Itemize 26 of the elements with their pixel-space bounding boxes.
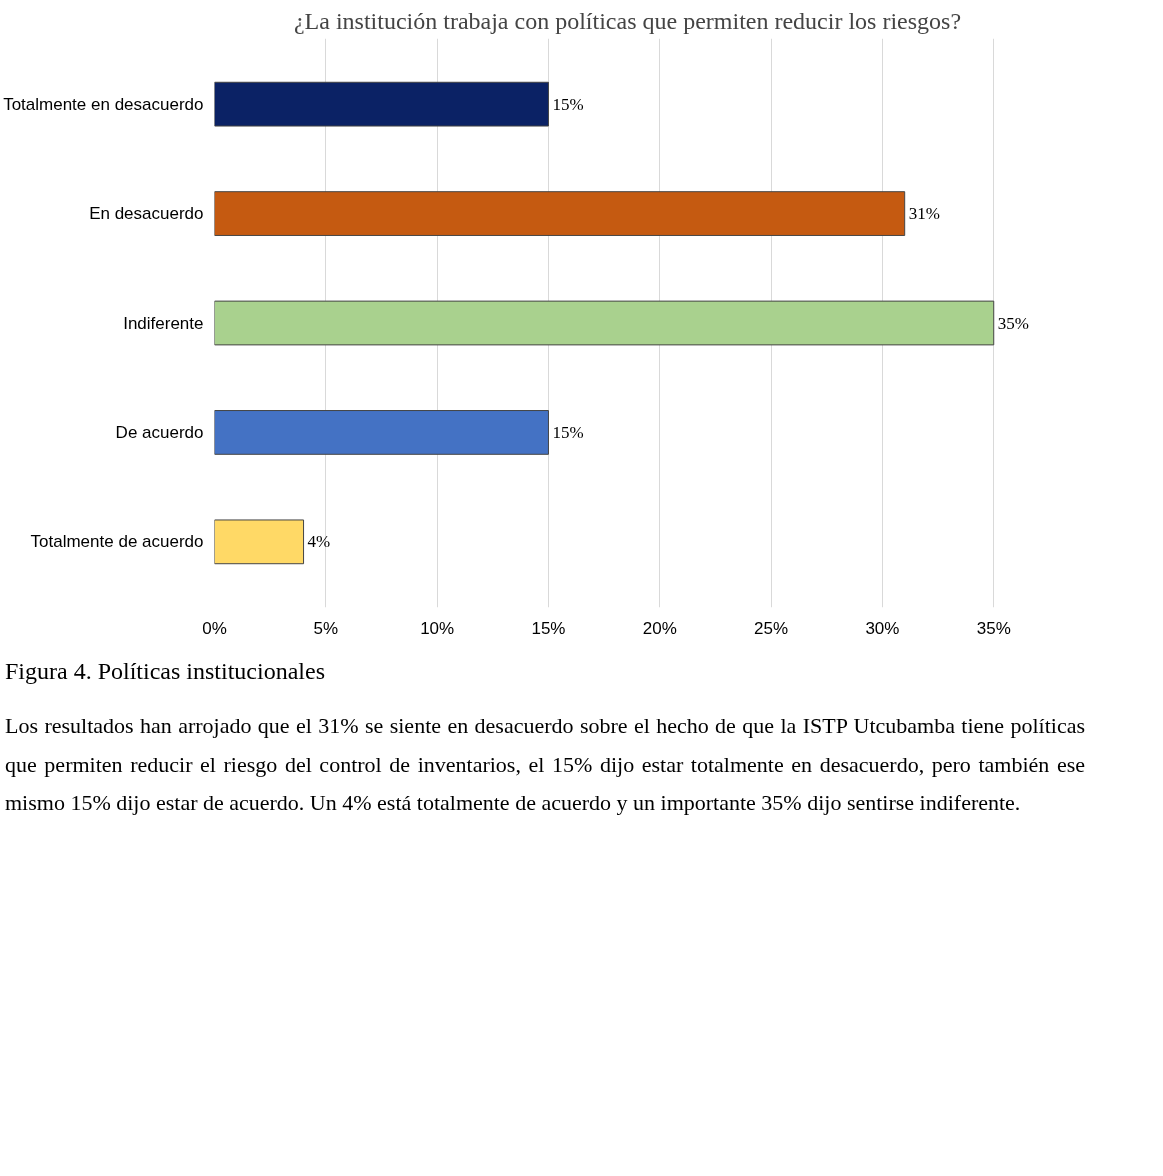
bar: [214, 191, 906, 236]
x-tick-label: 0%: [202, 618, 227, 638]
y-tick-label: Indiferente: [123, 313, 204, 333]
x-tick-label: 20%: [642, 618, 677, 638]
data-label: 15%: [552, 94, 584, 114]
x-tick-label: 35%: [976, 618, 1011, 638]
bar: [214, 300, 995, 346]
text: Figura 4. Políticas institucionales: [5, 657, 325, 686]
x-tick-label: 15%: [531, 618, 566, 638]
data-label: 31%: [908, 204, 940, 224]
data-label: 35%: [997, 313, 1029, 333]
y-tick-label: En desacuerdo: [89, 204, 204, 224]
bar: [214, 410, 549, 455]
y-tick-label: De acuerdo: [115, 422, 204, 442]
data-label: 15%: [552, 422, 584, 442]
data-label: 4%: [307, 532, 331, 552]
y-tick-label: Totalmente de acuerdo: [30, 532, 204, 552]
x-tick-label: 10%: [420, 618, 455, 638]
x-tick-label: 5%: [313, 618, 339, 638]
chart-title: ¿La institución trabaja con políticas que permiten reducir los riesgos?: [293, 7, 962, 34]
x-tick-label: 25%: [754, 618, 789, 638]
y-tick-label: Totalmente en desacuerdo: [3, 94, 204, 114]
text: Los resultados han arrojado que el 31% se siente en desacuerdo sobre el hecho de que la ISTP Utcubamba tiene políticas que permiten reducir el riesgo del control de inventarios, el 15% dijo estar totalmente en desacuerdo, pero también ese mismo 15% dijo estar de acuerdo. Un 4% está totalmente de acuerdo y un importante 35% dijo sentirse indiferente.: [5, 712, 1085, 817]
bar: [214, 519, 305, 565]
x-tick-label: 30%: [865, 618, 900, 638]
bar: [214, 81, 549, 127]
